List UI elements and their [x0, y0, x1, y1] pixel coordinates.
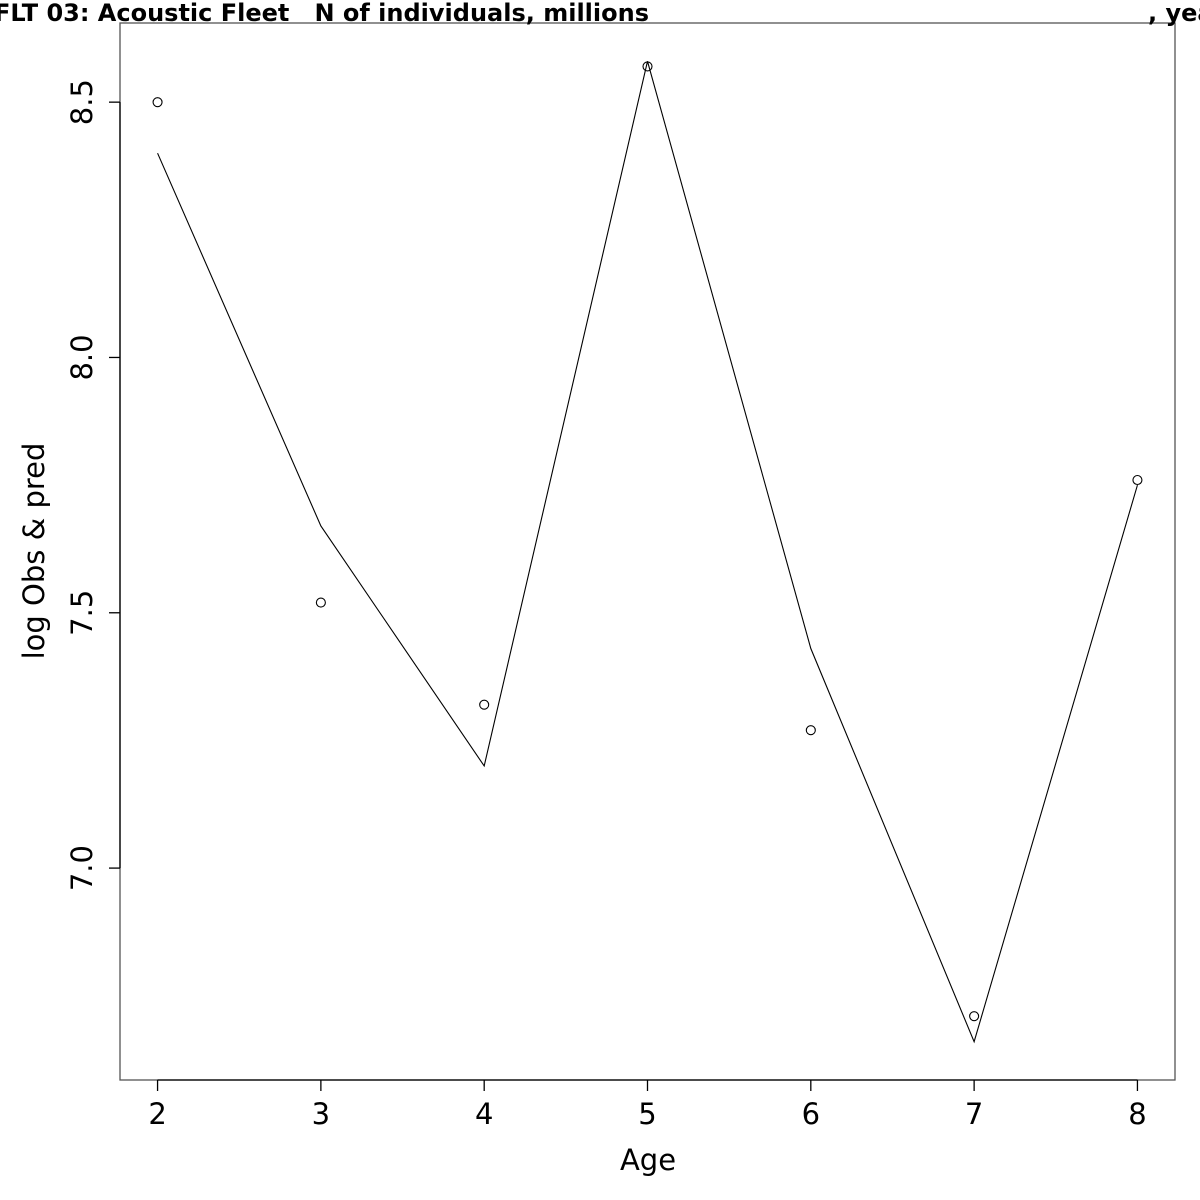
- y-tick-label: 8.5: [65, 79, 99, 125]
- predicted-line: [157, 61, 1138, 1044]
- observed-point: [1132, 474, 1143, 486]
- chart-title: FLT 03: Acoustic Fleet N of individuals,…: [0, 0, 649, 27]
- x-tick-label: 6: [802, 1097, 820, 1131]
- x-tick-label: 2: [148, 1097, 166, 1131]
- observed-point: [479, 699, 490, 710]
- y-axis-label: log Obs & pred: [17, 443, 51, 660]
- series-layer: [152, 61, 1143, 1044]
- x-axis-label: Age: [620, 1143, 676, 1177]
- observed-point: [969, 1011, 980, 1022]
- y-tick-label: 7.5: [65, 590, 99, 636]
- observed-point: [152, 97, 163, 108]
- x-tick-label: 4: [475, 1097, 493, 1131]
- chart-title-right: , yea: [1148, 0, 1200, 27]
- observed-point: [805, 725, 816, 736]
- y-tick-label: 8.0: [65, 334, 99, 380]
- x-tick-label: 8: [1128, 1097, 1146, 1131]
- x-tick-label: 5: [638, 1097, 656, 1131]
- x-axis: 2 3 4 5 6 7 8: [148, 1079, 1147, 1131]
- x-tick-label: 3: [312, 1097, 330, 1131]
- observed-point: [315, 597, 326, 608]
- plot-frame: [119, 22, 1176, 1081]
- y-tick-label: 7.0: [65, 845, 99, 891]
- y-axis: 7.0 7.5 8.0 8.5: [65, 79, 121, 891]
- x-tick-label: 7: [965, 1097, 983, 1131]
